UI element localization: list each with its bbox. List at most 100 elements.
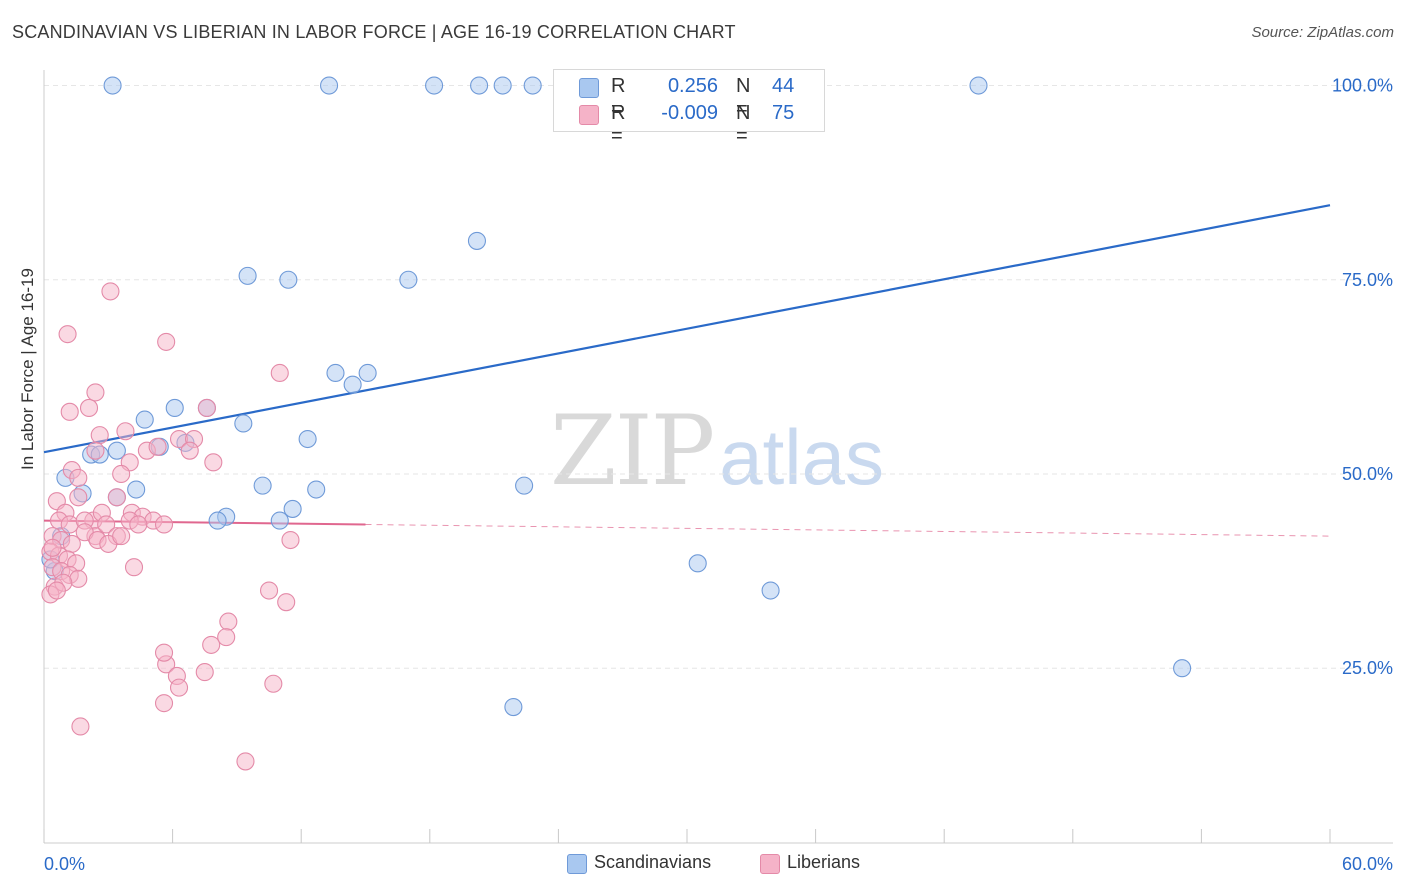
y-tick-label: 100.0% — [1332, 76, 1393, 96]
legend-swatch-liberians — [760, 854, 780, 874]
liberian-point — [129, 515, 148, 534]
scandinavian-point — [467, 231, 487, 250]
scandinavian-point — [238, 266, 257, 285]
scandinavians-points — [41, 76, 1192, 717]
scandinavian-point — [425, 76, 444, 95]
scandinavian-point — [504, 697, 523, 717]
liberians-points — [41, 282, 300, 771]
legend-n-value: 75 — [772, 102, 795, 124]
scandinavian-point — [493, 76, 512, 95]
legend-r-value: -0.009 — [661, 102, 718, 124]
scandinavian-point — [103, 76, 122, 95]
scandinavian-point — [135, 410, 154, 429]
liberian-point — [148, 437, 167, 456]
trend-line-liberians-extension — [365, 523, 1331, 537]
liberian-point — [195, 663, 214, 682]
liberian-point — [86, 441, 105, 460]
watermark-atlas: atlas — [719, 413, 884, 501]
liberian-point — [60, 402, 79, 421]
liberian-point — [86, 383, 105, 402]
scandinavian-point — [208, 511, 227, 530]
legend-r-value: 0.256 — [667, 75, 718, 97]
trend-lines — [43, 204, 1331, 537]
scandinavian-point — [1173, 659, 1192, 678]
liberian-point — [116, 422, 135, 441]
x-tick-label: 60.0% — [1342, 854, 1393, 874]
source-label: Source: ZipAtlas.com — [1251, 24, 1394, 41]
legend-swatch-liberians — [579, 105, 599, 125]
scandinavian-point — [761, 581, 780, 600]
x-tick-label: 0.0% — [44, 854, 85, 874]
liberian-point — [47, 581, 66, 600]
liberian-point — [154, 515, 174, 534]
chart-title: SCANDINAVIAN VS LIBERIAN IN LABOR FORCE … — [12, 22, 736, 42]
liberian-point — [97, 515, 116, 534]
y-tick-label: 50.0% — [1342, 464, 1393, 484]
axes — [43, 70, 1393, 844]
scandinavian-point — [523, 76, 542, 95]
liberian-point — [154, 694, 174, 713]
scandinavian-point — [234, 414, 253, 433]
liberian-point — [154, 643, 174, 662]
legend-swatch-scandinavians — [579, 78, 599, 98]
y-axis-label: In Labor Force | Age 16-19 — [18, 268, 37, 470]
liberian-point — [180, 441, 199, 460]
liberian-point — [69, 569, 88, 588]
liberian-point — [112, 464, 131, 484]
liberian-point — [204, 453, 223, 472]
liberian-point — [219, 612, 238, 631]
liberian-point — [157, 332, 176, 351]
scandinavian-point — [320, 76, 339, 95]
scandinavian-point — [343, 375, 362, 394]
scandinavian-point — [358, 363, 377, 383]
scandinavian-point — [279, 270, 298, 289]
liberian-point — [69, 488, 88, 507]
scandinavian-point — [688, 554, 707, 573]
liberian-point — [281, 530, 300, 550]
liberian-point — [60, 515, 79, 534]
tick-labels: 25.0% 50.0% 75.0% 100.0% 0.0% 60.0% — [44, 76, 1393, 874]
watermark-zip: ZIP — [550, 395, 715, 507]
liberian-point — [107, 488, 126, 507]
y-tick-label: 75.0% — [1342, 270, 1393, 290]
liberian-point — [270, 363, 289, 383]
scandinavian-point — [127, 480, 146, 499]
trend-line-scandinavians — [43, 204, 1331, 454]
scandinavian-point — [107, 441, 126, 460]
liberian-point — [197, 398, 216, 417]
scandinavian-point — [326, 363, 345, 383]
scandinavian-point — [165, 398, 184, 417]
scandinavian-point — [307, 480, 326, 499]
liberian-point — [236, 752, 255, 771]
liberian-point — [259, 581, 279, 600]
legend-n-label: N = — [736, 75, 751, 120]
legend-n-value: 44 — [772, 75, 795, 97]
legend-swatch-scandinavians — [567, 854, 587, 874]
scandinavian-point — [283, 499, 302, 518]
legend-label-liberians: Liberians — [787, 852, 861, 872]
liberian-point — [79, 398, 99, 417]
liberian-point — [124, 558, 144, 577]
legend-label-scandinavians: Scandinavians — [594, 852, 712, 872]
liberian-point — [112, 527, 131, 546]
scandinavian-point — [298, 429, 317, 449]
legend-n-label: N = — [736, 102, 751, 147]
liberian-point — [90, 426, 109, 445]
scandinavian-point — [399, 270, 418, 289]
legend-r-label: R = — [611, 102, 626, 147]
liberian-point — [71, 717, 90, 736]
liberian-point — [277, 593, 296, 612]
scandinavian-point — [270, 511, 289, 530]
scandinavian-point — [253, 476, 272, 495]
scandinavian-point — [515, 476, 534, 495]
scandinavian-point — [969, 76, 988, 95]
legend-r-label: R = — [611, 75, 626, 120]
scandinavian-point — [470, 76, 489, 95]
liberian-point — [43, 538, 62, 557]
liberian-point — [264, 674, 283, 693]
liberian-point — [217, 628, 236, 647]
y-tick-label: 25.0% — [1342, 658, 1393, 678]
liberian-point — [101, 282, 120, 301]
liberian-point — [202, 635, 221, 654]
